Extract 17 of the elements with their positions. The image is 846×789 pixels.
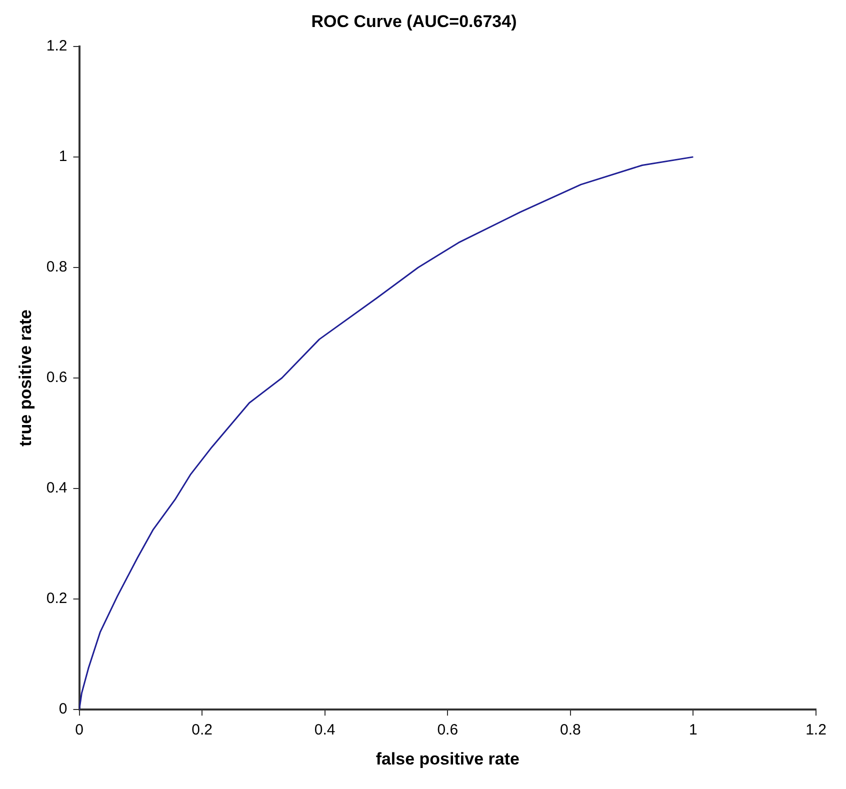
y-tick-label: 0.2 [46,590,68,608]
x-axis-title: false positive rate [376,749,520,768]
x-tick-label: 1.2 [806,722,826,739]
y-tick-label: 0.6 [46,369,68,386]
x-tick-label: 0 [75,722,84,739]
x-tick-label: 0.2 [192,722,212,739]
y-tick-label: 0.4 [46,480,68,497]
y-tick-label: 1.2 [46,38,68,55]
y-tick-label: 1 [58,148,68,166]
y-tick-label: 0.8 [46,258,68,276]
x-tick-label: 0.4 [314,722,336,739]
y-tick-label: 0 [58,700,68,718]
x-tick-label: 0.8 [560,722,581,739]
x-tick-label: 0.6 [437,722,458,739]
y-axis-title: true positive rate [16,310,35,446]
x-tick-label: 1 [689,722,698,739]
chart-title: ROC Curve (AUC=0.6734) [311,12,517,31]
